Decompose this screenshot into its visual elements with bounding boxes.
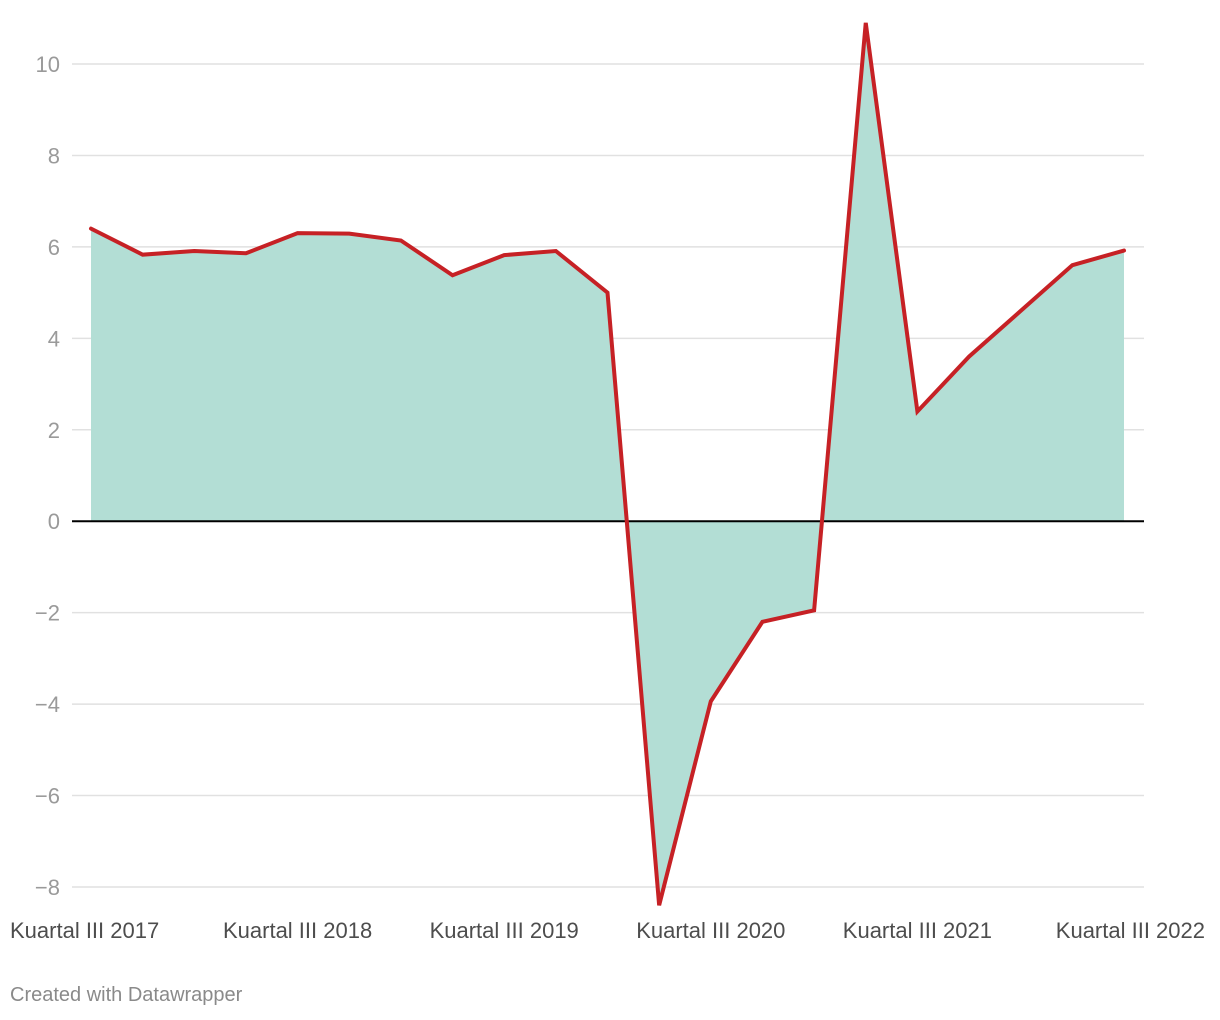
y-tick-label: −8 (35, 875, 60, 900)
data-point (656, 902, 662, 908)
x-tick-label: Kuartal III 2019 (430, 918, 579, 943)
y-tick-label: 10 (36, 52, 60, 77)
x-tick-label: Kuartal III 2020 (636, 918, 785, 943)
x-tick-label: Kuartal III 2022 (1056, 918, 1205, 943)
data-point (605, 290, 611, 296)
y-tick-label: 2 (48, 418, 60, 443)
data-point (295, 230, 301, 236)
data-point (811, 607, 817, 613)
data-point (1069, 262, 1075, 268)
data-point (553, 248, 559, 254)
data-point (1121, 248, 1127, 254)
data-point (863, 20, 869, 26)
y-tick-label: −6 (35, 784, 60, 809)
y-tick-label: 6 (48, 235, 60, 260)
data-point (759, 619, 765, 625)
area-fill (91, 22, 1124, 906)
x-axis-tick-labels: Kuartal III 2017 Kuartal III 2018 Kuartal … (10, 918, 1205, 943)
data-point (140, 252, 146, 258)
y-tick-label: −2 (35, 601, 60, 626)
x-tick-label: Kuartal III 2017 (10, 918, 159, 943)
data-point (966, 354, 972, 360)
x-tick-label: Kuartal III 2018 (223, 918, 372, 943)
data-point (501, 252, 507, 258)
data-point (398, 237, 404, 243)
series-line-layer (88, 20, 1127, 908)
data-point (346, 231, 352, 237)
x-tick-label: Kuartal III 2021 (843, 918, 992, 943)
y-tick-label: −4 (35, 692, 60, 717)
data-point (88, 226, 94, 232)
series-line (89, 22, 1126, 906)
y-tick-label: 4 (48, 326, 60, 351)
data-point (243, 250, 249, 256)
y-tick-label: 8 (48, 143, 60, 168)
y-tick-label: 0 (48, 509, 60, 534)
data-point (450, 272, 456, 278)
data-point (708, 698, 714, 704)
area-fill-layer (91, 22, 1124, 906)
data-point (914, 408, 920, 414)
datawrapper-credit: Created with Datawrapper (10, 984, 243, 1006)
data-point (1018, 308, 1024, 314)
y-axis-tick-labels: −8 −6 −4 −2 0 2 4 6 8 10 (35, 52, 60, 900)
data-point (191, 248, 197, 254)
